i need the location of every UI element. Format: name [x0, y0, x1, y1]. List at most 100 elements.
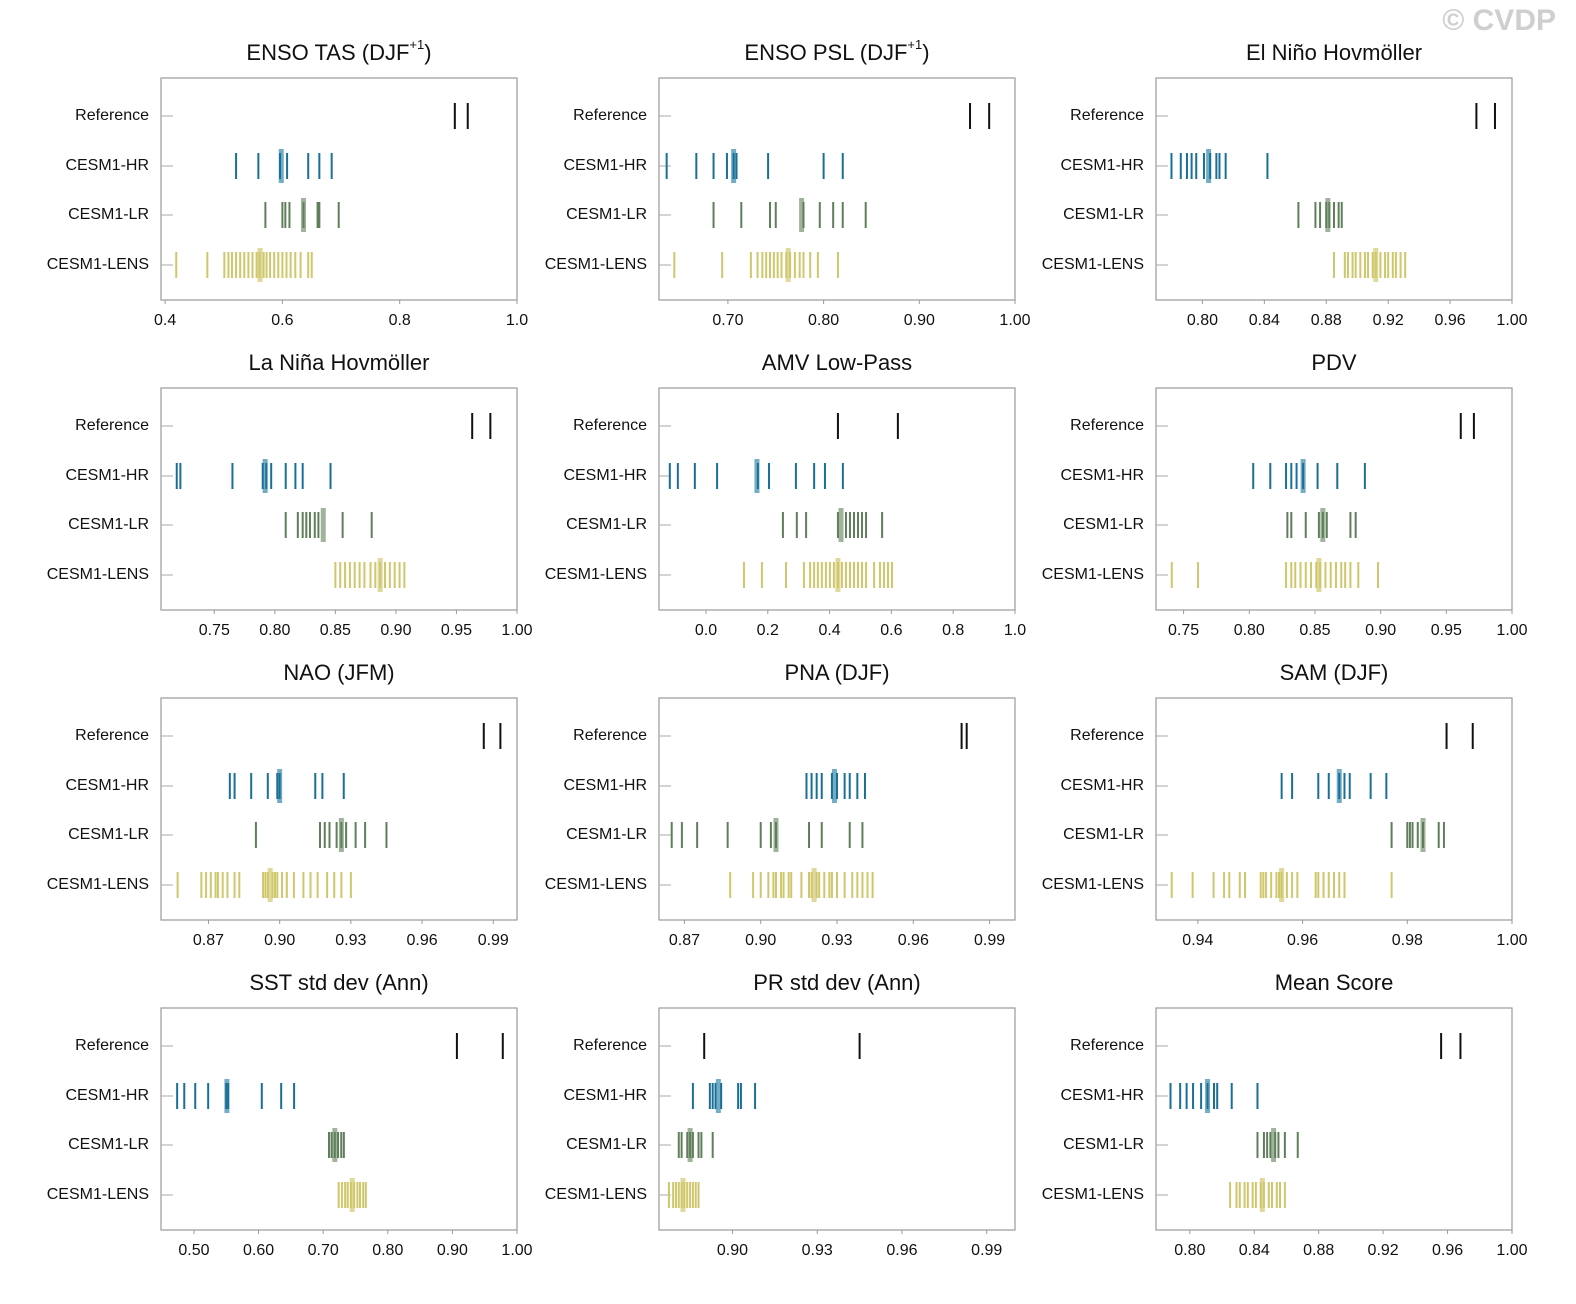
panel-title: PDV [1311, 350, 1357, 375]
x-tick-label: 0.80 [1187, 312, 1218, 329]
x-tick-label: 0.0 [695, 622, 717, 639]
x-tick-label: 0.98 [1392, 932, 1423, 949]
row-label: Reference [1070, 727, 1144, 744]
plot-frame [1155, 77, 1513, 301]
x-tick-label: 0.92 [1368, 1242, 1399, 1259]
row-label: CESM1-HR [1060, 467, 1144, 484]
panel: Mean Score Reference CESM1-HR CESM1-LR CESM1… [1042, 970, 1528, 1259]
panel: ENSO PSL (DJF+1) Reference CESM1-HR CESM1-L… [545, 37, 1031, 329]
title-superscript: +1 [409, 37, 424, 52]
title-text: La Niña Hovmöller [249, 350, 430, 375]
row-label: CESM1-HR [563, 1087, 647, 1104]
x-tick-label: 0.80 [808, 312, 839, 329]
title-end: ) [424, 40, 431, 65]
x-tick-label: 0.8 [389, 312, 411, 329]
panel: El Niño Hovmöller Reference CESM1-HR CESM1-… [1042, 40, 1528, 329]
panel-title: ENSO PSL (DJF+1) [744, 37, 929, 64]
panel-title: SAM (DJF) [1280, 660, 1389, 685]
row-label: CESM1-LENS [1042, 566, 1144, 583]
panel: PNA (DJF) Reference CESM1-HR CESM1-LR CESM1-… [545, 660, 1016, 949]
x-tick-label: 0.88 [1311, 312, 1342, 329]
row-label: CESM1-LR [1063, 206, 1144, 223]
plot-frame [1155, 1007, 1513, 1231]
x-tick-label: 1.0 [506, 312, 528, 329]
row-label: CESM1-HR [1060, 777, 1144, 794]
panel-title: NAO (JFM) [283, 660, 394, 685]
row-label: CESM1-LENS [47, 256, 149, 273]
x-tick-label: 0.90 [1365, 622, 1396, 639]
x-tick-label: 0.90 [437, 1242, 468, 1259]
panel-title: ENSO TAS (DJF+1) [246, 37, 431, 64]
x-tick-label: 1.0 [1004, 622, 1026, 639]
row-label: CESM1-LR [68, 826, 149, 843]
title-text: PDV [1311, 350, 1357, 375]
x-tick-label: 0.6 [271, 312, 293, 329]
title-superscript: +1 [907, 37, 922, 52]
title-end: ) [922, 40, 929, 65]
x-tick-label: 0.75 [199, 622, 230, 639]
panel: ENSO TAS (DJF+1) Reference CESM1-HR CESM1-L… [47, 37, 528, 329]
row-label: CESM1-LENS [545, 256, 647, 273]
x-tick-label: 0.95 [441, 622, 472, 639]
x-tick-label: 0.8 [942, 622, 964, 639]
row-label: CESM1-LR [68, 516, 149, 533]
x-tick-label: 0.96 [886, 1242, 917, 1259]
panel: La Niña Hovmöller Reference CESM1-HR CESM1-… [47, 350, 533, 639]
panel: SAM (DJF) Reference CESM1-HR CESM1-LR CESM1-… [1042, 660, 1528, 949]
x-tick-label: 0.84 [1249, 312, 1280, 329]
x-tick-label: 0.93 [335, 932, 366, 949]
panel-title: El Niño Hovmöller [1246, 40, 1422, 65]
plot-frame [160, 1007, 518, 1231]
x-tick-label: 1.00 [1496, 312, 1527, 329]
row-label: CESM1-HR [65, 1087, 149, 1104]
row-label: CESM1-LENS [1042, 256, 1144, 273]
panel-title: PR std dev (Ann) [753, 970, 921, 995]
panel: PDV Reference CESM1-HR CESM1-LR CESM1-LENS 0.… [1042, 350, 1528, 639]
title-text: Mean Score [1275, 970, 1394, 995]
x-tick-label: 1.00 [1496, 932, 1527, 949]
panel-title: Mean Score [1275, 970, 1394, 995]
row-label: CESM1-LR [1063, 516, 1144, 533]
panel: NAO (JFM) Reference CESM1-HR CESM1-LR CESM1-… [47, 660, 518, 949]
panel-title: La Niña Hovmöller [249, 350, 430, 375]
x-tick-label: 0.87 [669, 932, 700, 949]
x-tick-label: 0.4 [154, 312, 176, 329]
x-tick-label: 0.96 [406, 932, 437, 949]
panel-title: PNA (DJF) [784, 660, 889, 685]
row-label: CESM1-HR [563, 777, 647, 794]
plot-frame [658, 1007, 1016, 1231]
title-text: ENSO TAS (DJF [246, 40, 409, 65]
row-label: CESM1-HR [65, 777, 149, 794]
plot-frame [160, 387, 518, 611]
plot-frame [1155, 387, 1513, 611]
x-tick-label: 0.70 [308, 1242, 339, 1259]
x-tick-label: 0.4 [818, 622, 840, 639]
x-tick-label: 0.95 [1431, 622, 1462, 639]
row-label: Reference [75, 727, 149, 744]
panel-title: AMV Low-Pass [762, 350, 912, 375]
row-label: CESM1-LENS [1042, 876, 1144, 893]
plot-frame [658, 77, 1016, 301]
title-text: AMV Low-Pass [762, 350, 912, 375]
row-label: Reference [573, 417, 647, 434]
x-tick-label: 0.87 [193, 932, 224, 949]
x-tick-label: 0.90 [745, 932, 776, 949]
x-tick-label: 0.80 [1174, 1242, 1205, 1259]
row-label: CESM1-LR [566, 826, 647, 843]
x-tick-label: 0.88 [1303, 1242, 1334, 1259]
row-label: CESM1-HR [65, 467, 149, 484]
row-label: Reference [75, 417, 149, 434]
x-tick-label: 0.90 [904, 312, 935, 329]
x-tick-label: 0.96 [1435, 312, 1466, 329]
x-tick-label: 0.90 [717, 1242, 748, 1259]
row-label: Reference [1070, 417, 1144, 434]
panel: PR std dev (Ann) Reference CESM1-HR CESM1-L… [545, 970, 1016, 1259]
x-tick-label: 0.85 [320, 622, 351, 639]
row-label: CESM1-LENS [545, 566, 647, 583]
x-tick-label: 0.93 [821, 932, 852, 949]
x-tick-label: 0.99 [974, 932, 1005, 949]
x-tick-label: 0.99 [478, 932, 509, 949]
row-label: CESM1-LR [1063, 1136, 1144, 1153]
plot-frame [160, 77, 518, 301]
